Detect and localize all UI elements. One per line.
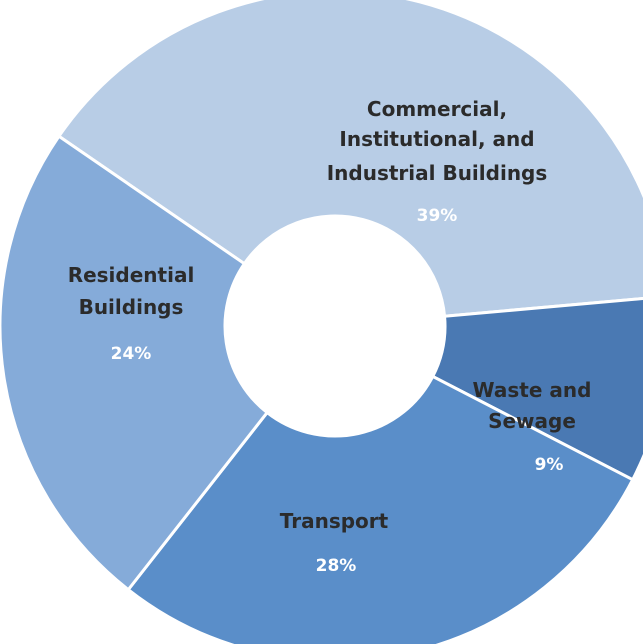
slice-value-waste: 9% [535, 455, 564, 475]
slice-name-commercial-line-3: Industrial Buildings [327, 161, 548, 185]
donut-hole [225, 216, 445, 436]
slice-name-commercial-line-2: Institutional, and [339, 127, 534, 151]
slice-name-residential-line-2: Buildings [79, 295, 184, 319]
slice-name-transport: Transport [280, 509, 389, 533]
slice-name-residential-line-1: Residential [68, 263, 195, 287]
slice-value-residential: 24% [111, 344, 152, 364]
slice-name-waste-line-1: Waste and [473, 378, 592, 402]
slice-name-waste-line-2: Sewage [488, 409, 576, 433]
slice-value-transport: 28% [316, 556, 357, 576]
slice-name-commercial-line-1: Commercial, [367, 97, 507, 121]
slice-value-commercial: 39% [417, 206, 458, 226]
